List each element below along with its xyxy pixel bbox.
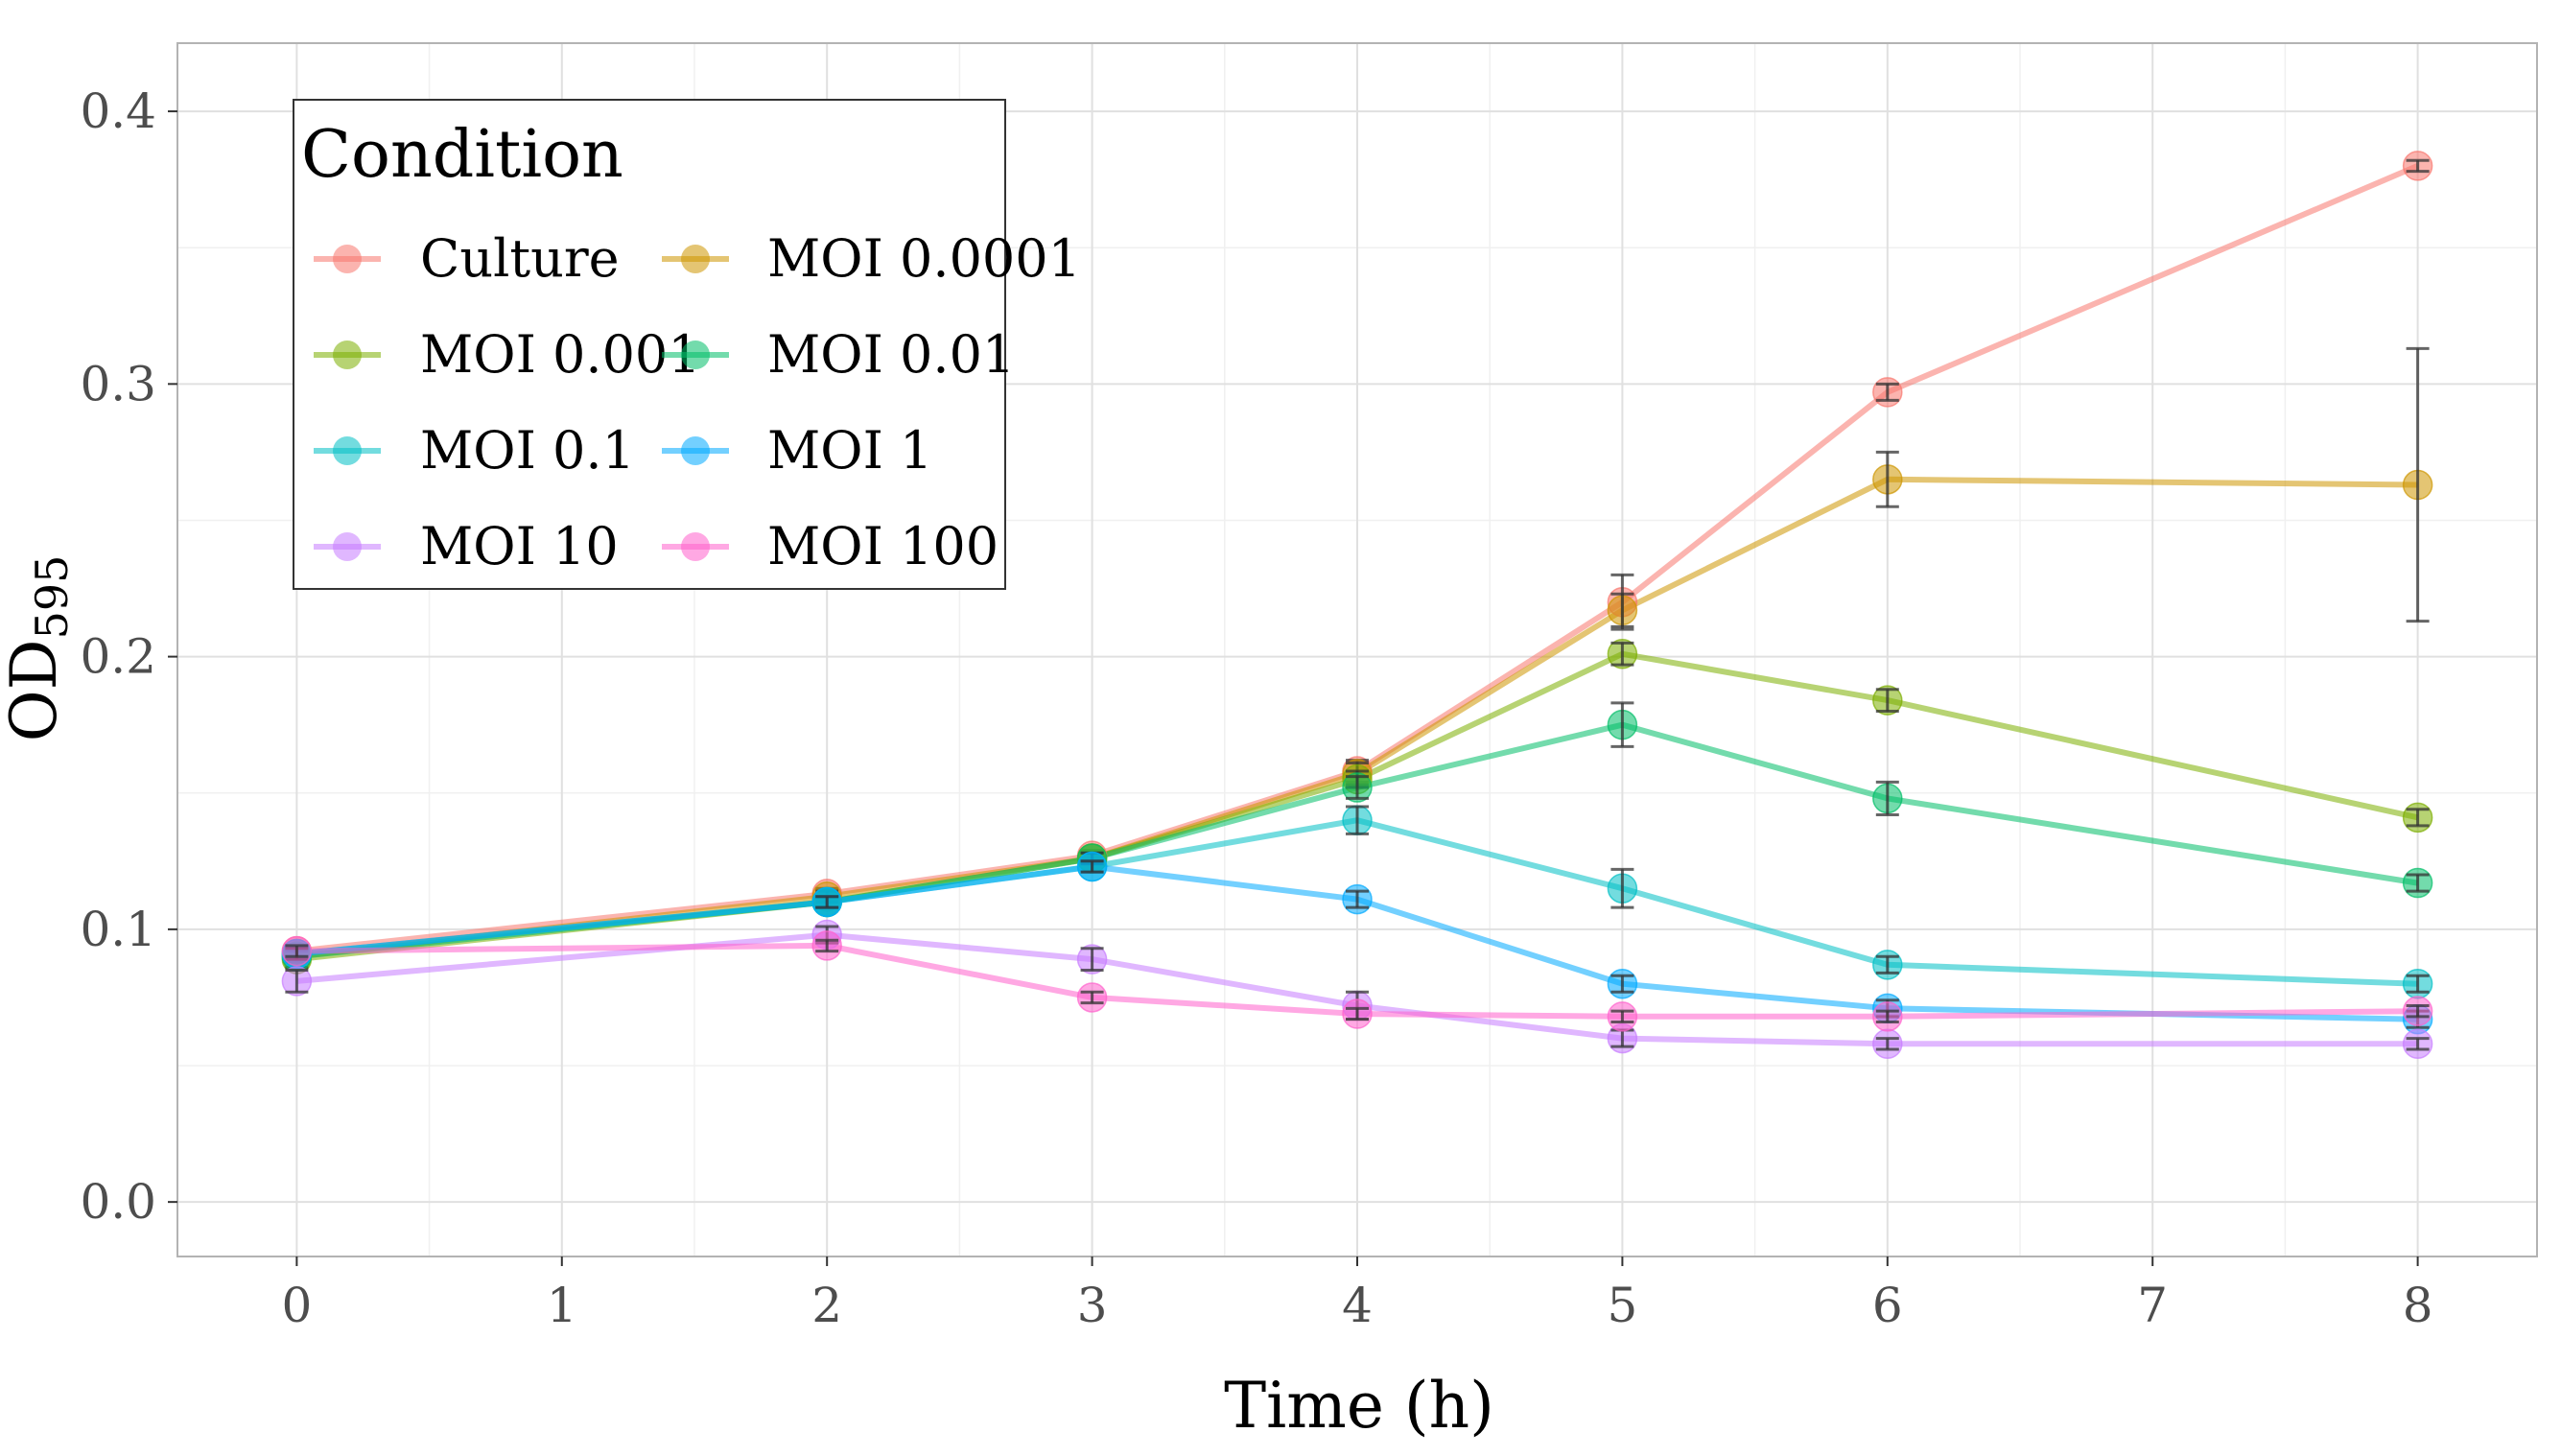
x-tick-label: 1 [547,1278,577,1333]
series-layer [281,151,2433,1060]
y-tick-label: 0.0 [80,1174,156,1230]
x-tick-label: 0 [281,1278,312,1333]
y-tick-label: 0.3 [80,356,156,411]
x-tick-label: 3 [1077,1278,1108,1333]
y-tick-label: 0.2 [80,629,156,685]
legend-label: MOI 1 [767,420,932,481]
legend-label: MOI 0.001 [420,324,701,385]
x-axis-label: Time (h) [1224,1369,1494,1443]
x-tick-label: 2 [811,1278,842,1333]
legend-items: Culture MOI 0.0001 MOI 0.001 MOI 0.01 MOI 0.… [314,228,1081,576]
legend-key-point [333,532,362,561]
legend-box [293,99,1006,590]
legend-label: MOI 0.01 [767,324,1015,385]
legend-label: MOI 10 [420,516,619,576]
legend-key-point [333,245,362,273]
x-tick-label: 4 [1342,1278,1373,1333]
legend-label: MOI 100 [767,516,999,576]
legend-label: MOI 0.1 [420,420,635,481]
legend-key-point [681,245,710,273]
legend-title: Condition [301,117,623,193]
legend: Condition Culture MOI 0.0001 MOI 0.001 MOI … [293,99,1081,590]
y-tick-label: 0.4 [80,83,156,139]
legend-label: MOI 0.0001 [767,228,1081,289]
legend-label: Culture [420,228,620,289]
legend-key-point [333,341,362,369]
legend-key-point [681,341,710,369]
x-tick-label: 5 [1607,1278,1637,1333]
y-tick-label: 0.1 [80,902,156,957]
y-axis-label-subscript: 595 [26,555,78,640]
legend-key-point [681,436,710,465]
y-axis-label: OD595 [0,555,78,742]
x-tick-label: 7 [2137,1278,2168,1333]
x-tick-label: 8 [2403,1278,2433,1333]
legend-key-point [333,436,362,465]
x-tick-label: 6 [1872,1278,1903,1333]
axis-ticks: 0 1 2 3 4 5 6 7 8 0.0 0.1 0.2 0.3 0.4 [80,83,2432,1333]
y-axis-label-main: OD [0,639,71,741]
legend-key-point [681,532,710,561]
